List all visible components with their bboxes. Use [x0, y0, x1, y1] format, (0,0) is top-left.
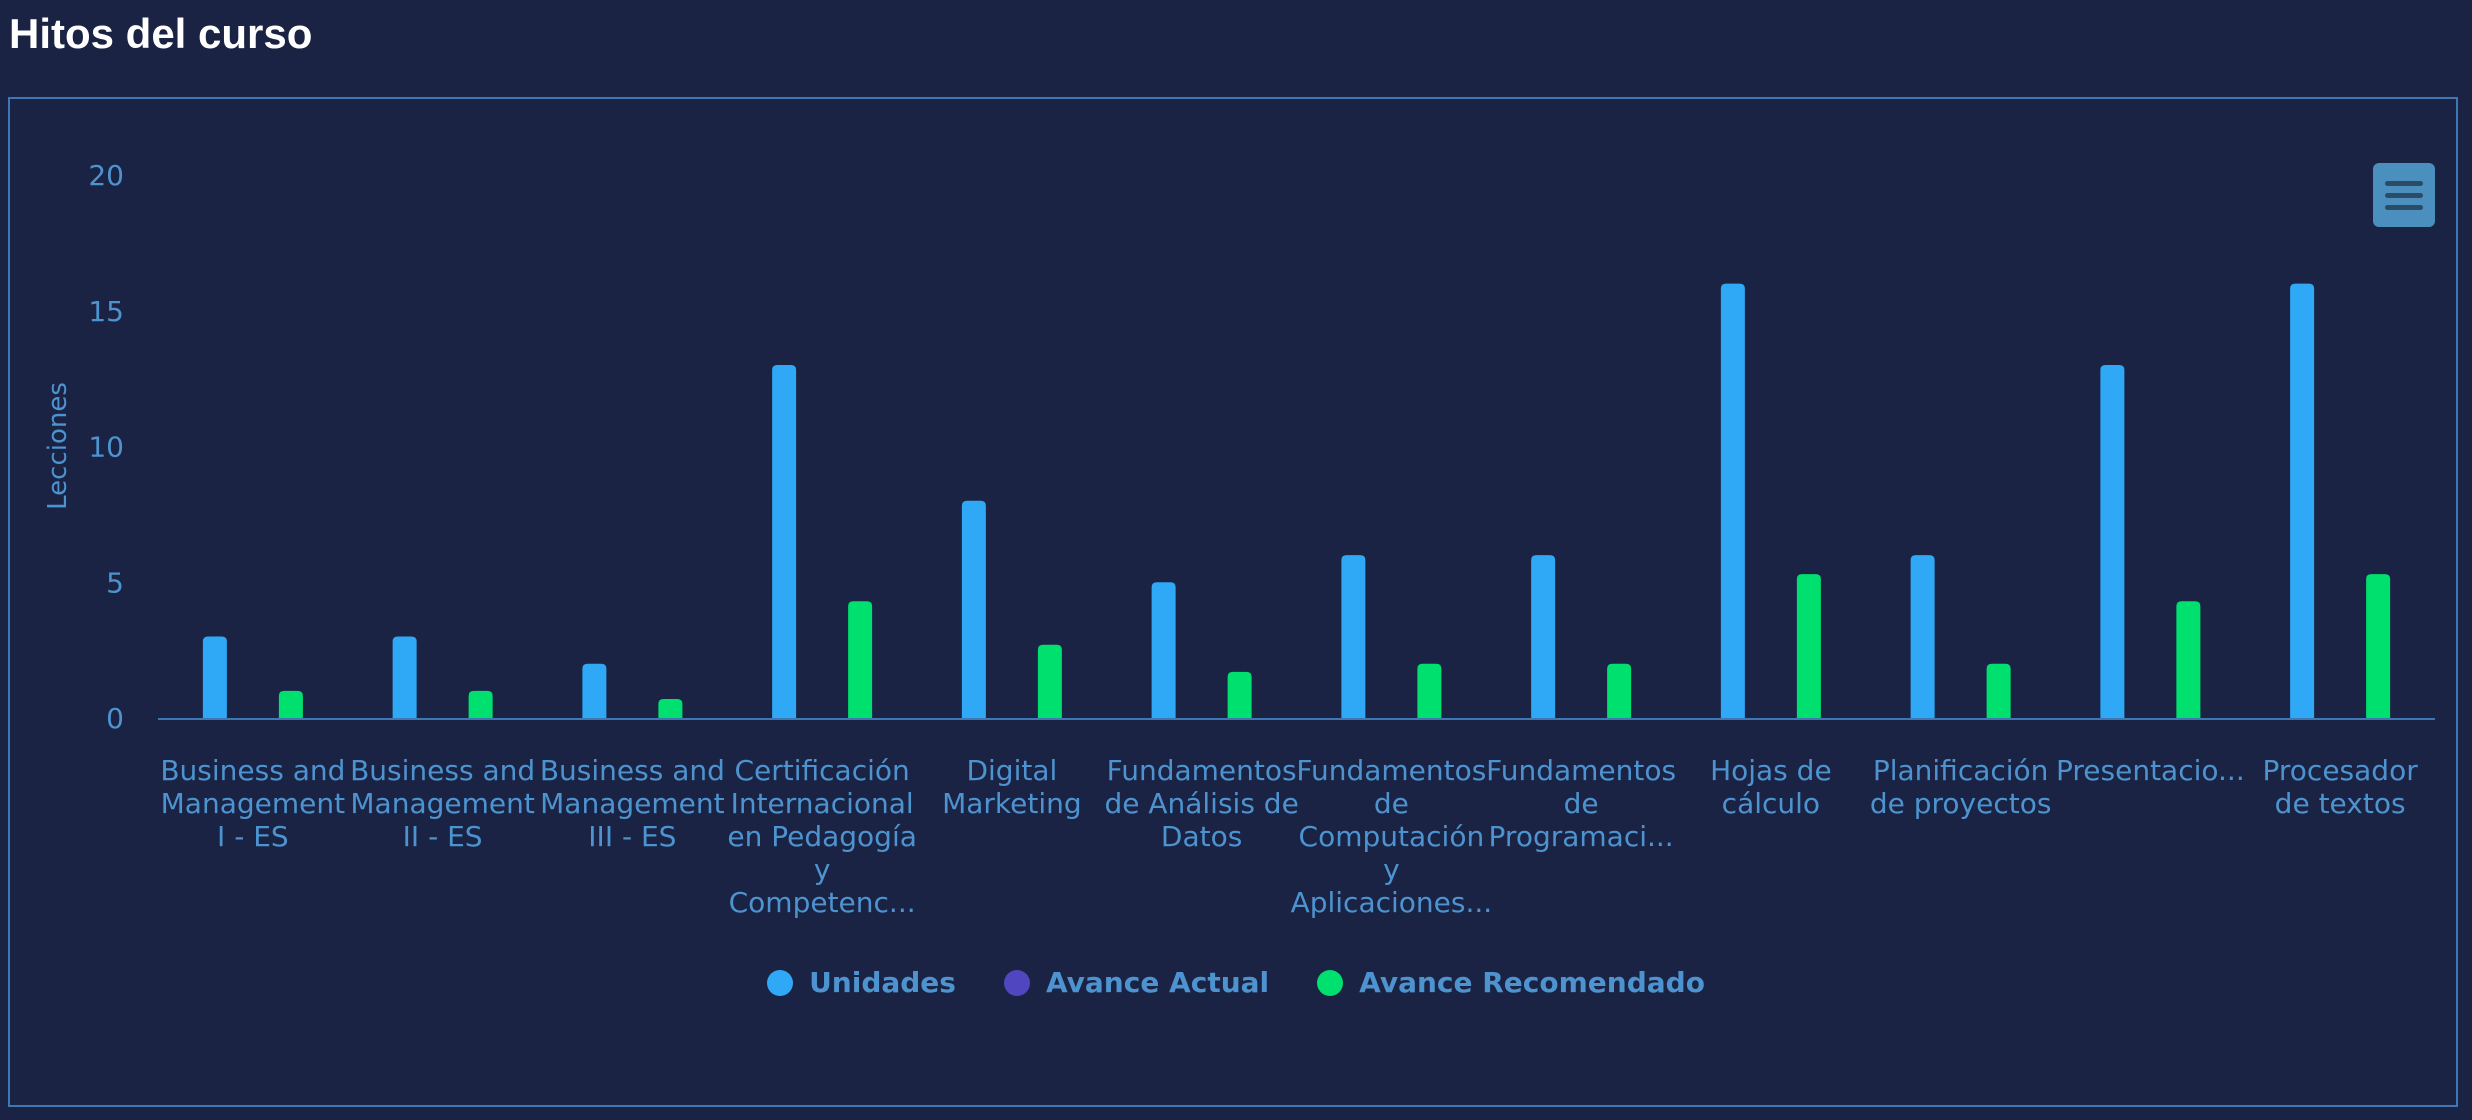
x-tick-label: Fundamentos de Análisis de Datos	[1104, 754, 1298, 853]
bar-unidades	[961, 500, 986, 718]
bar-avance-recomendado	[1037, 644, 1062, 718]
x-tick-label: Business and Management II - ES	[350, 754, 535, 853]
x-tick-label: Fundamentos de Programaci...	[1486, 754, 1676, 853]
legend-marker	[1317, 969, 1344, 996]
bar-avance-recomendado	[1417, 663, 1442, 718]
bar-unidades	[202, 636, 227, 718]
chart-panel	[8, 97, 2458, 1107]
bar-unidades	[2100, 365, 2125, 718]
bar-avance-recomendado	[2366, 574, 2391, 718]
bar-unidades	[2290, 283, 2315, 718]
legend-label: Avance Actual	[1045, 966, 1270, 999]
hamburger-menu-icon	[2385, 180, 2423, 186]
y-tick-label: 0	[106, 702, 124, 735]
legend-label: Avance Recomendado	[1359, 966, 1705, 999]
bar-avance-recomendado	[468, 690, 493, 718]
y-tick-label: 20	[88, 159, 124, 192]
x-tick-label: Certificación Internacional en Pedagogía y C…	[727, 754, 917, 919]
bar-avance-recomendado	[1227, 671, 1252, 718]
bar-avance-recomendado	[1796, 574, 1821, 718]
bar-avance-recomendado	[1607, 663, 1632, 718]
bar-avance-recomendado	[658, 698, 683, 718]
x-tick-label: Business and Management III - ES	[540, 754, 725, 853]
bar-unidades	[1151, 582, 1176, 718]
x-tick-label: Presentacio...	[2056, 754, 2245, 787]
legend-label: Unidades	[809, 966, 956, 999]
y-tick-label: 10	[88, 431, 124, 464]
legend-marker	[1003, 969, 1030, 996]
y-tick-label: 15	[88, 295, 124, 328]
x-tick-label: Business and Management I - ES	[160, 754, 345, 853]
chart-legend: Unidades Avance Actual Avance Recomendado	[0, 966, 2472, 999]
page-title: Hitos del curso	[9, 10, 313, 57]
bar-avance-recomendado	[2176, 601, 2201, 718]
bar-avance-recomendado	[848, 601, 873, 718]
y-axis-title: Lecciones	[43, 382, 73, 510]
legend-marker	[767, 969, 794, 996]
bar-unidades	[1531, 555, 1556, 718]
x-tick-label: Procesador de textos	[2263, 754, 2419, 820]
bar-avance-recomendado	[1986, 663, 2011, 718]
bar-avance-recomendado	[278, 690, 303, 718]
legend-item[interactable]: Avance Actual	[1003, 966, 1270, 999]
x-tick-label: Fundamentos de Computación y Aplicaciones...	[1291, 754, 1493, 919]
bar-unidades	[582, 663, 607, 718]
legend-item[interactable]: Avance Recomendado	[1317, 966, 1705, 999]
x-tick-label: Digital Marketing	[942, 754, 1082, 820]
legend-item[interactable]: Unidades	[767, 966, 956, 999]
bar-unidades	[772, 365, 797, 718]
bar-unidades	[1720, 283, 1745, 718]
bar-unidades	[1341, 555, 1366, 718]
y-tick-label: 5	[106, 566, 124, 599]
x-tick-label: Planificación de proyectos	[1870, 754, 2052, 820]
bar-unidades	[392, 636, 417, 718]
bar-unidades	[1910, 555, 1935, 718]
chart-menu-button[interactable]	[2373, 163, 2435, 227]
x-tick-label: Hojas de cálculo	[1710, 754, 1832, 820]
